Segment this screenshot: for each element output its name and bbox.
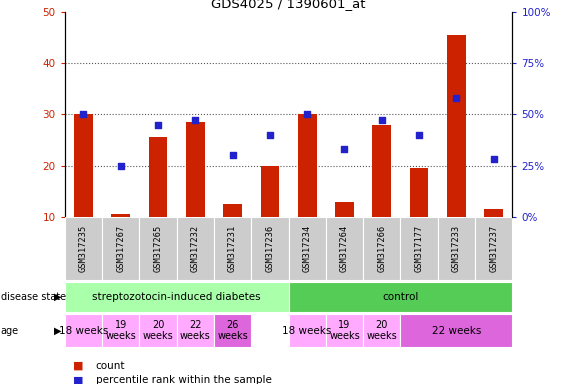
Bar [214, 217, 251, 280]
Text: 19
weeks: 19 weeks [105, 320, 136, 341]
Point [377, 118, 386, 124]
Bar [65, 314, 102, 347]
Bar [149, 137, 167, 217]
Text: 18 weeks: 18 weeks [283, 326, 332, 336]
Bar [65, 282, 289, 312]
Bar [363, 217, 400, 280]
Bar [102, 314, 139, 347]
Text: disease state: disease state [1, 292, 66, 302]
Bar [214, 314, 251, 347]
Text: 22
weeks: 22 weeks [180, 320, 211, 341]
Point [154, 121, 163, 127]
Point [79, 111, 88, 118]
Text: GSM317237: GSM317237 [489, 225, 498, 272]
Text: streptozotocin-induced diabetes: streptozotocin-induced diabetes [92, 292, 261, 302]
Text: GSM317234: GSM317234 [303, 225, 312, 272]
Text: GSM317267: GSM317267 [116, 225, 125, 272]
Point [414, 132, 423, 138]
Text: GSM317233: GSM317233 [452, 225, 461, 272]
Text: count: count [96, 361, 125, 371]
Text: ▶: ▶ [55, 326, 62, 336]
Text: ■: ■ [73, 375, 84, 384]
Point [340, 146, 349, 152]
Text: 22 weeks: 22 weeks [432, 326, 481, 336]
Bar [447, 35, 466, 217]
Text: 20
weeks: 20 weeks [142, 320, 173, 341]
Bar [140, 217, 177, 280]
Bar [298, 114, 316, 217]
Text: 20
weeks: 20 weeks [367, 320, 397, 341]
Bar [289, 314, 326, 347]
Bar [186, 122, 204, 217]
Text: ▶: ▶ [55, 292, 62, 302]
Text: 18 weeks: 18 weeks [59, 326, 108, 336]
Text: control: control [382, 292, 419, 302]
Text: GSM317177: GSM317177 [414, 225, 423, 272]
Text: GSM317231: GSM317231 [228, 225, 237, 272]
Point [191, 118, 200, 124]
Bar [74, 114, 93, 217]
Bar [289, 217, 326, 280]
Bar [177, 217, 214, 280]
Bar [65, 217, 102, 280]
Bar [400, 314, 512, 347]
Bar [438, 217, 475, 280]
Bar [102, 217, 139, 280]
Bar [373, 124, 391, 217]
Text: ■: ■ [73, 361, 84, 371]
Point [303, 111, 312, 118]
Point [116, 162, 125, 169]
Bar [326, 217, 363, 280]
Bar [224, 204, 242, 217]
Title: GDS4025 / 1390601_at: GDS4025 / 1390601_at [211, 0, 366, 10]
Bar [251, 217, 288, 280]
Text: GSM317232: GSM317232 [191, 225, 200, 272]
Bar [484, 209, 503, 217]
Text: GSM317235: GSM317235 [79, 225, 88, 272]
Point [452, 95, 461, 101]
Text: 26
weeks: 26 weeks [217, 320, 248, 341]
Bar [177, 314, 214, 347]
Bar [363, 314, 400, 347]
Text: 19
weeks: 19 weeks [329, 320, 360, 341]
Bar [400, 217, 438, 280]
Point [228, 152, 237, 159]
Text: age: age [1, 326, 19, 336]
Bar [335, 202, 354, 217]
Bar [326, 314, 363, 347]
Point [265, 132, 274, 138]
Bar [111, 214, 130, 217]
Bar [410, 168, 428, 217]
Bar [140, 314, 177, 347]
Text: GSM317266: GSM317266 [377, 225, 386, 272]
Text: GSM317264: GSM317264 [340, 225, 349, 272]
Text: percentile rank within the sample: percentile rank within the sample [96, 375, 271, 384]
Text: GSM317265: GSM317265 [154, 225, 163, 272]
Bar [289, 282, 512, 312]
Point [489, 156, 498, 162]
Text: GSM317236: GSM317236 [265, 225, 274, 272]
Bar [475, 217, 512, 280]
Bar [261, 166, 279, 217]
